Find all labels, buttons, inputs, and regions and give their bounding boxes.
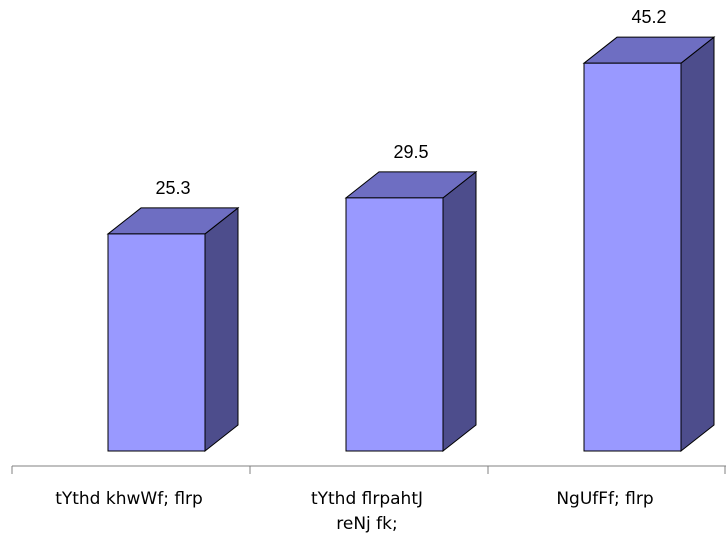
category-label-line: tYthd khwWf; flrp: [55, 489, 203, 509]
bar: [344, 170, 478, 453]
x-axis: [11, 465, 726, 474]
category-label: tYthd flrpahtJ reNj fk;: [311, 489, 423, 533]
bar-side-face: [680, 36, 715, 453]
labels: 25.3 tYthd khwWf; flrp 29.5 tYthd flrpahtJ r…: [55, 7, 666, 533]
bar: [582, 36, 716, 453]
category-label-line: reNj fk;: [336, 514, 397, 533]
bar: [106, 206, 240, 453]
category-label: NgUfFf; flrp: [556, 489, 653, 509]
data-label: 25.3: [155, 178, 190, 198]
bar-side-face: [442, 170, 477, 453]
bars: [106, 36, 716, 453]
bar-front-face: [107, 233, 206, 452]
bar-front-face: [583, 62, 682, 452]
data-label: 29.5: [393, 142, 428, 162]
category-label: tYthd khwWf; flrp: [55, 489, 203, 509]
bar-front-face: [345, 197, 444, 452]
data-label: 45.2: [631, 7, 666, 27]
category-label-line: NgUfFf; flrp: [556, 489, 653, 509]
bar-side-face: [204, 206, 239, 453]
category-label-line: tYthd flrpahtJ: [311, 489, 423, 509]
